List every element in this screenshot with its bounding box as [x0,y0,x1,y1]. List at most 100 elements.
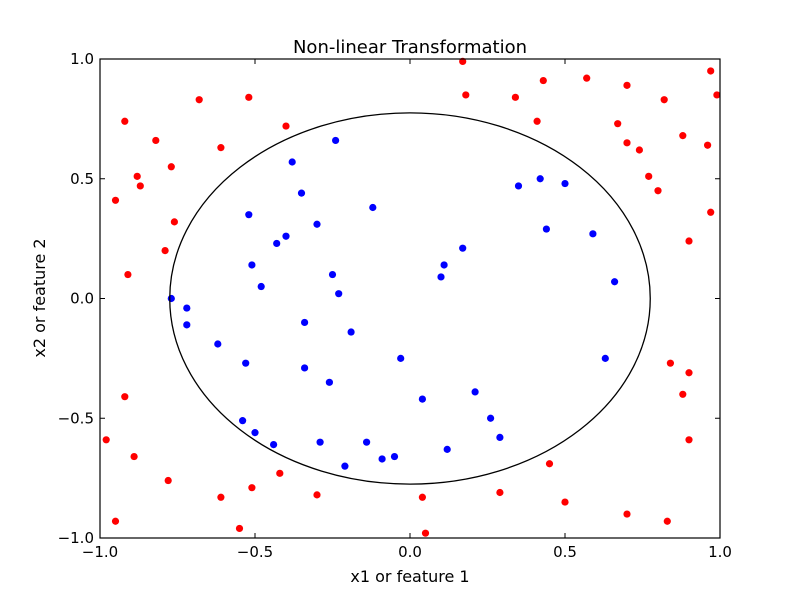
data-point [102,436,110,444]
data-point [257,282,265,291]
data-point [707,208,715,216]
data-point [297,189,306,197]
data-point [248,484,256,492]
data-point [645,172,653,180]
data-point [561,498,569,506]
data-point [273,239,281,248]
data-point [217,144,225,152]
data-point [214,340,222,348]
data-point [545,460,554,468]
y-tick-label: 1.0 [70,50,94,68]
data-point [514,182,523,190]
data-point [542,225,551,233]
data-point [239,417,247,425]
data-point [301,318,309,327]
data-point [133,172,141,180]
data-point [440,261,448,269]
chart-title: Non-linear Transformation [293,37,527,58]
x-tick-label: 0.5 [553,543,577,561]
data-point [111,196,120,204]
data-point [614,120,622,128]
data-point [161,247,169,255]
data-point [623,81,631,89]
data-point [397,354,405,362]
data-point [663,517,671,525]
data-point [242,359,250,367]
x-tick-label: 1.0 [708,543,732,561]
data-point [390,452,399,461]
data-point [378,455,386,463]
data-point [335,290,343,298]
data-point [347,328,355,336]
data-point [654,187,662,195]
data-point [623,510,631,518]
data-point [421,529,430,537]
data-point [561,179,569,188]
data-point [316,438,324,446]
data-point [325,378,333,386]
data-point [601,354,609,362]
data-point [511,93,519,101]
points-layer [102,57,721,537]
data-point [496,433,504,442]
data-point [313,220,321,228]
y-tick-label: −1.0 [58,529,94,547]
data-point [685,237,693,245]
data-point [437,273,445,281]
data-point [136,182,144,190]
data-point [167,163,175,171]
data-point [183,321,191,329]
data-point [170,218,178,226]
data-point [679,390,687,398]
data-point [248,261,256,269]
data-point [685,369,693,377]
data-point [301,364,309,372]
data-point [328,270,337,279]
data-point [217,493,225,501]
data-point [496,488,504,497]
data-point [369,203,377,212]
ticks-layer: −1.0−1.0 −0.5 −0.5 0.0 0.0 0.5 0.5 1.0 1.0 [58,50,732,561]
data-point [167,294,175,303]
decision-boundary [169,112,651,485]
data-point [539,76,547,85]
x-tick-label: 0.0 [398,543,422,561]
data-point [583,74,591,82]
y-axis-label: x2 or feature 2 [30,238,49,357]
data-point [183,304,191,312]
data-point [666,359,675,367]
data-point [130,452,138,461]
data-point [124,270,132,279]
data-point [418,493,426,501]
data-point [707,67,715,75]
y-tick-label: 0.5 [70,170,94,188]
data-point [195,96,203,104]
data-point [288,158,296,166]
data-point [713,91,721,99]
data-point [611,278,619,286]
data-point [487,414,495,422]
data-point [704,141,712,149]
x-axis-label: x1 or feature 1 [350,567,469,586]
data-point [121,117,129,125]
data-point [251,429,259,437]
data-point [363,438,371,446]
y-tick-label: 0.0 [70,290,94,308]
data-point [313,491,321,499]
data-point [121,393,129,401]
data-point [533,117,541,125]
data-point [471,388,479,396]
data-point [164,476,172,485]
x-tick-label: −1.0 [82,543,118,561]
data-point [443,445,451,453]
data-point [245,211,253,219]
data-point [341,462,349,470]
x-tick-label: −0.5 [237,543,273,561]
data-point [152,136,160,145]
data-point [679,132,687,140]
data-point [235,524,244,533]
data-point [332,136,340,145]
data-point [282,122,290,130]
plot-frame [99,58,721,539]
data-point [276,469,284,477]
